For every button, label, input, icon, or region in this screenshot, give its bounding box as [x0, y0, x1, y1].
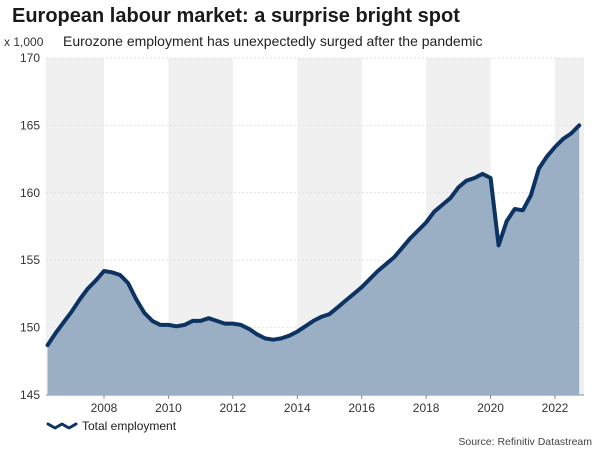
y-tick-label: 150 — [20, 321, 40, 335]
legend-label: Total employment — [82, 419, 177, 433]
chart-subtitle: Eurozone employment has unexpectedly sur… — [63, 33, 483, 49]
series-line — [45, 123, 582, 348]
y-tick-label: 165 — [20, 118, 40, 132]
x-tick-label: 2008 — [91, 401, 118, 415]
legend-swatch-icon — [46, 422, 78, 430]
y-axis-unit-label: x 1,000 — [4, 35, 44, 49]
x-tick-label: 2016 — [348, 401, 375, 415]
x-tick-labels: 2008 2010 2012 2014 2016 2018 2020 2022 — [91, 395, 569, 415]
y-tick-label: 160 — [20, 186, 40, 200]
x-tick-label: 2020 — [477, 401, 504, 415]
x-tick-label: 2022 — [542, 401, 569, 415]
y-tick-label: 170 — [20, 51, 40, 65]
y-tick-label: 145 — [20, 388, 40, 402]
x-tick-label: 2014 — [284, 401, 311, 415]
source-note: Source: Refinitiv Datastream — [458, 436, 592, 448]
chart-title: European labour market: a surprise brigh… — [12, 5, 460, 27]
y-tick-labels: 145 150 155 160 165 170 — [20, 51, 40, 402]
legend: Total employment — [46, 419, 176, 433]
x-tick-label: 2010 — [155, 401, 182, 415]
y-tick-label: 155 — [20, 253, 40, 267]
x-tick-label: 2012 — [219, 401, 246, 415]
line-layer — [45, 123, 582, 348]
x-tick-label: 2018 — [413, 401, 440, 415]
